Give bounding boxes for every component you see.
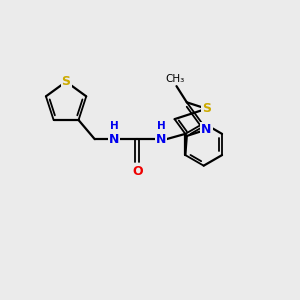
Text: CH₃: CH₃ bbox=[165, 74, 184, 84]
Text: N: N bbox=[109, 133, 119, 146]
Text: H: H bbox=[110, 121, 119, 131]
Text: S: S bbox=[202, 102, 211, 115]
Text: N: N bbox=[156, 133, 166, 146]
Text: N: N bbox=[201, 123, 212, 136]
Text: O: O bbox=[132, 165, 143, 178]
Text: S: S bbox=[61, 75, 70, 88]
Text: H: H bbox=[157, 121, 166, 131]
